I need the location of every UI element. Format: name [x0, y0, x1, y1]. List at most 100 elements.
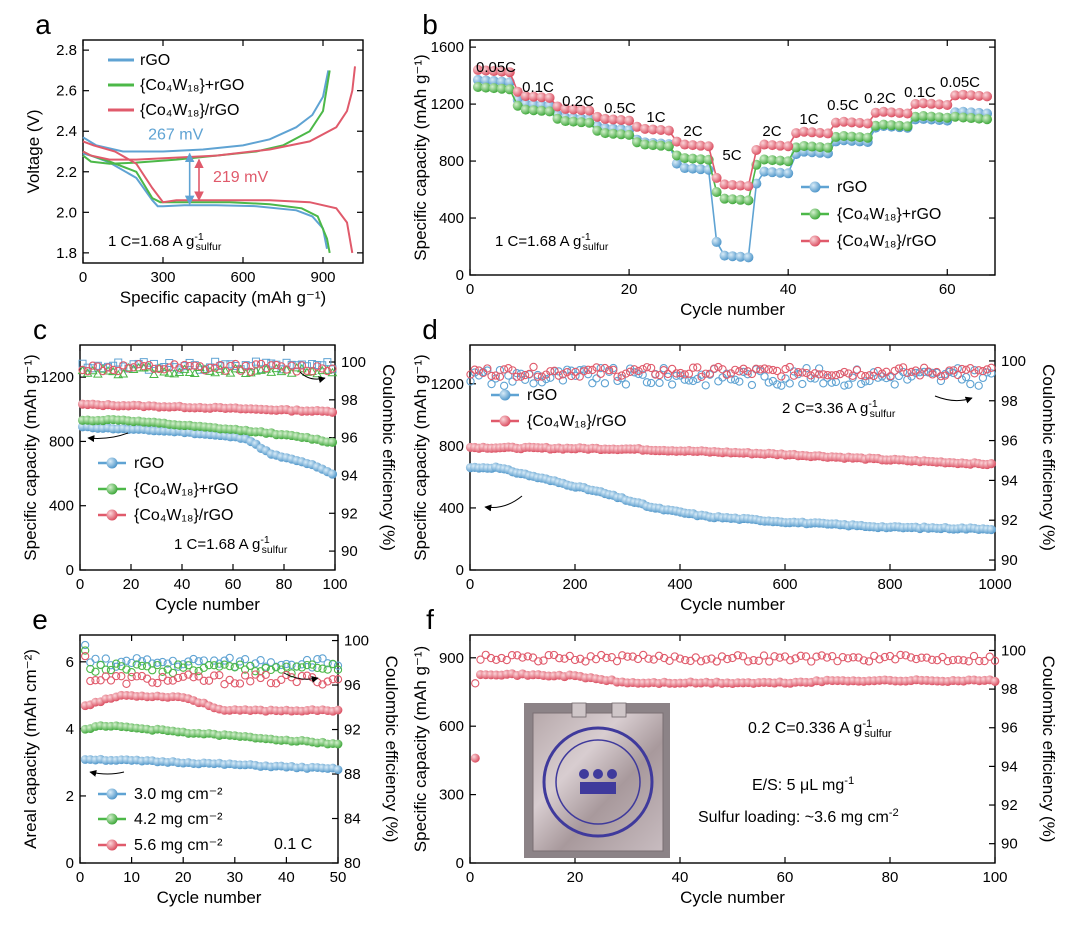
- red-ce-point: [859, 656, 868, 665]
- x-tick-label: 0: [79, 269, 87, 286]
- blue-ce-point: [806, 374, 815, 383]
- red-ce-point: [251, 360, 261, 369]
- blue-ce-point: [974, 381, 983, 390]
- blue-data-point: [333, 765, 343, 775]
- red-ce-point: [292, 367, 301, 376]
- blue-ce-point: [297, 660, 307, 669]
- red-ce-point: [575, 372, 584, 381]
- blue-ce-point: [592, 374, 601, 383]
- blue-ce-point: [936, 376, 946, 386]
- red-ce-point: [476, 655, 485, 664]
- red-ce-point: [287, 361, 296, 370]
- red-ce-point: [114, 366, 123, 376]
- rate-step-label: 2C: [683, 123, 702, 140]
- red-data-point: [735, 180, 746, 191]
- red-data-point: [926, 98, 937, 109]
- green-data-point: [536, 105, 547, 116]
- red-data-point: [584, 105, 595, 116]
- y-axis-title: Specific capacity (mAh g⁻¹): [21, 354, 40, 560]
- green-ce-point: [149, 369, 159, 378]
- blue-ce-point: [596, 363, 605, 373]
- red-ce-point: [709, 364, 719, 373]
- red-data-point: [472, 64, 483, 75]
- red-data-point: [480, 65, 491, 76]
- blue-ce-point: [856, 379, 866, 389]
- red-ce-point: [216, 361, 225, 370]
- red-ce-point: [885, 651, 895, 661]
- red-ce-point: [714, 362, 723, 372]
- red-ce-point: [890, 366, 899, 376]
- axis-pointer-arrow: [934, 395, 973, 404]
- blue-ce-point: [844, 380, 853, 389]
- red-ce-point: [205, 363, 215, 373]
- blue-ce-point: [117, 657, 126, 666]
- red-data-point: [695, 140, 706, 151]
- green-data-point: [544, 106, 555, 117]
- red-data-point: [986, 459, 996, 469]
- rate-note: 0.2 C=0.336 A g-1 sulfur: [748, 718, 892, 740]
- green-data-point: [655, 140, 666, 151]
- red-ce-point: [840, 367, 849, 377]
- blue-ce-point: [194, 657, 203, 666]
- green-data-point: [520, 104, 531, 115]
- axis-pointer-arrow: [89, 769, 125, 777]
- y-tick-label: 4: [66, 721, 74, 738]
- x-tick-label: 0: [76, 869, 84, 886]
- blue-ce-point: [760, 372, 769, 381]
- green-ce-point: [153, 660, 162, 670]
- green-data-point: [106, 483, 118, 495]
- blue-ce-point: [240, 655, 250, 664]
- green-data-point: [711, 187, 722, 198]
- green-data-point: [480, 82, 491, 93]
- red-data-point: [974, 90, 985, 101]
- red-ce-point: [134, 360, 143, 369]
- red-ce-point: [877, 369, 887, 378]
- red-data-point: [544, 92, 555, 103]
- red-ce-point: [81, 651, 90, 661]
- red-data-point: [687, 140, 698, 151]
- logo-inner-ring: [555, 739, 641, 825]
- x-tick-label: 30: [226, 869, 243, 886]
- red-ce-point: [691, 653, 700, 662]
- red-ce-point: [127, 672, 136, 682]
- x-tick-label: 20: [175, 869, 192, 886]
- red-ce-point: [969, 651, 979, 661]
- green-ce-point: [225, 368, 236, 377]
- red-ce-point: [189, 673, 198, 682]
- x-axis-title: Specific capacity (mAh g⁻¹): [120, 288, 326, 307]
- voltage-curve: [82, 140, 354, 254]
- red-ce-point: [780, 652, 790, 661]
- y-tick-label: 0: [456, 855, 464, 872]
- red-ce-point: [696, 657, 706, 666]
- red-data-point: [106, 509, 118, 521]
- blue-ce-point: [865, 376, 874, 386]
- y-tick-label-right: 94: [1001, 758, 1018, 775]
- green-ce-point: [282, 662, 291, 671]
- blue-ce-point: [333, 661, 343, 670]
- blue-ce-point: [743, 370, 752, 379]
- red-ce-point: [111, 671, 121, 681]
- panel-b: 0 20 40 60 0 400 800 1200 1600 Cycle number Specif…: [411, 9, 996, 319]
- red-ce-point: [693, 363, 702, 372]
- blue-ce-point: [179, 660, 188, 669]
- x-tick-label: 80: [276, 576, 293, 593]
- red-ce-point: [831, 371, 841, 380]
- red-ce-point: [570, 655, 580, 665]
- red-ce-point: [743, 367, 752, 376]
- red-ce-point: [497, 653, 506, 663]
- y-tick-label: 1200: [431, 96, 464, 113]
- red-ce-point: [210, 363, 220, 372]
- red-ce-point: [630, 365, 639, 374]
- red-ce-point: [852, 365, 862, 375]
- red-data-point: [759, 139, 770, 150]
- red-ce-point: [869, 371, 878, 381]
- red-ce-point: [487, 371, 496, 381]
- green-ce-point: [111, 659, 121, 668]
- legend-label: rGO: [134, 455, 164, 472]
- green-ce-point: [122, 665, 131, 674]
- y-tick-label-right: 92: [341, 505, 358, 522]
- rate-step-label: 1C: [799, 111, 818, 128]
- blue-ce-point: [235, 657, 245, 666]
- red-ce-point: [215, 670, 224, 680]
- blue-ce-point: [789, 367, 799, 376]
